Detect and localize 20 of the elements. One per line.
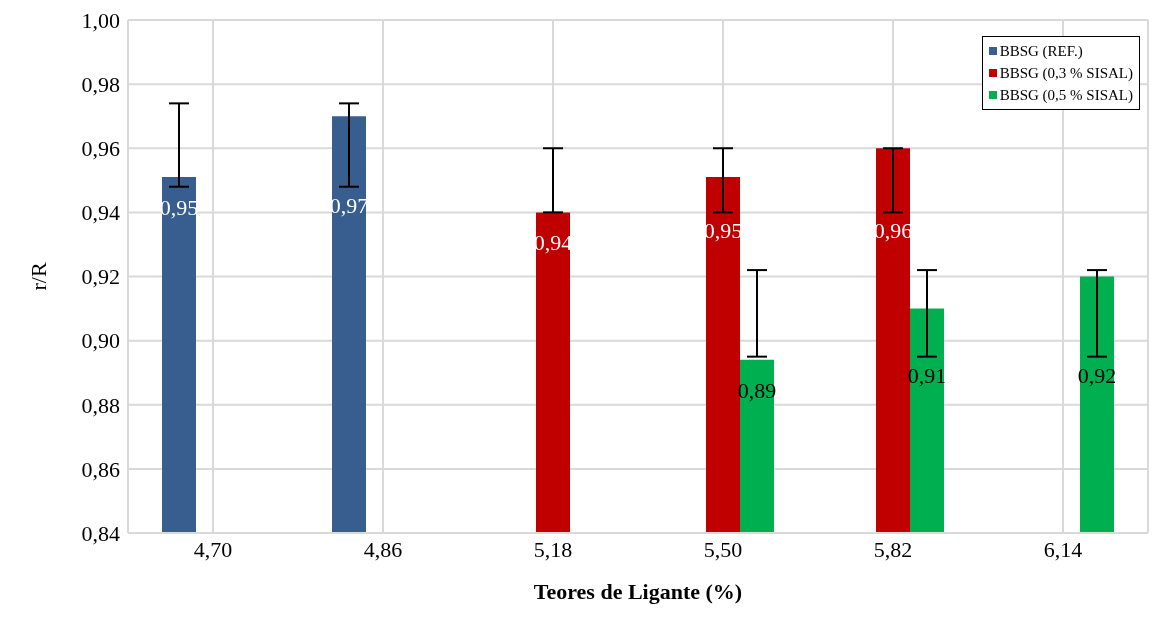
y-axis-title: r/R <box>25 262 51 291</box>
y-tick-label: 1,00 <box>81 7 120 33</box>
y-tick-label: 0,86 <box>81 456 120 482</box>
x-tick-label: 5,82 <box>873 536 913 562</box>
y-tick-label: 0,90 <box>81 328 120 354</box>
y-tick-label: 0,88 <box>81 392 120 418</box>
y-tick-label: 0,98 <box>81 71 120 97</box>
x-tick-label: 4,86 <box>363 536 403 562</box>
y-tick-label: 0,94 <box>81 200 120 226</box>
x-tick-label: 4,70 <box>193 536 233 562</box>
y-tick-label: 0,84 <box>81 520 120 546</box>
legend-label: BBSG (REF.) <box>999 42 1083 61</box>
y-tick-label: 0,92 <box>81 264 120 290</box>
y-tick-label: 0,96 <box>81 136 120 162</box>
x-axis-title: Teores de Ligante (%) <box>533 579 743 604</box>
legend-label: BBSG (0,3 % SISAL) <box>999 64 1133 83</box>
legend-label: BBSG (0,5 % SISAL) <box>999 86 1133 105</box>
x-tick-label: 5,18 <box>533 536 573 562</box>
x-tick-label: 6,14 <box>1043 536 1083 562</box>
x-tick-label: 5,50 <box>703 536 743 562</box>
